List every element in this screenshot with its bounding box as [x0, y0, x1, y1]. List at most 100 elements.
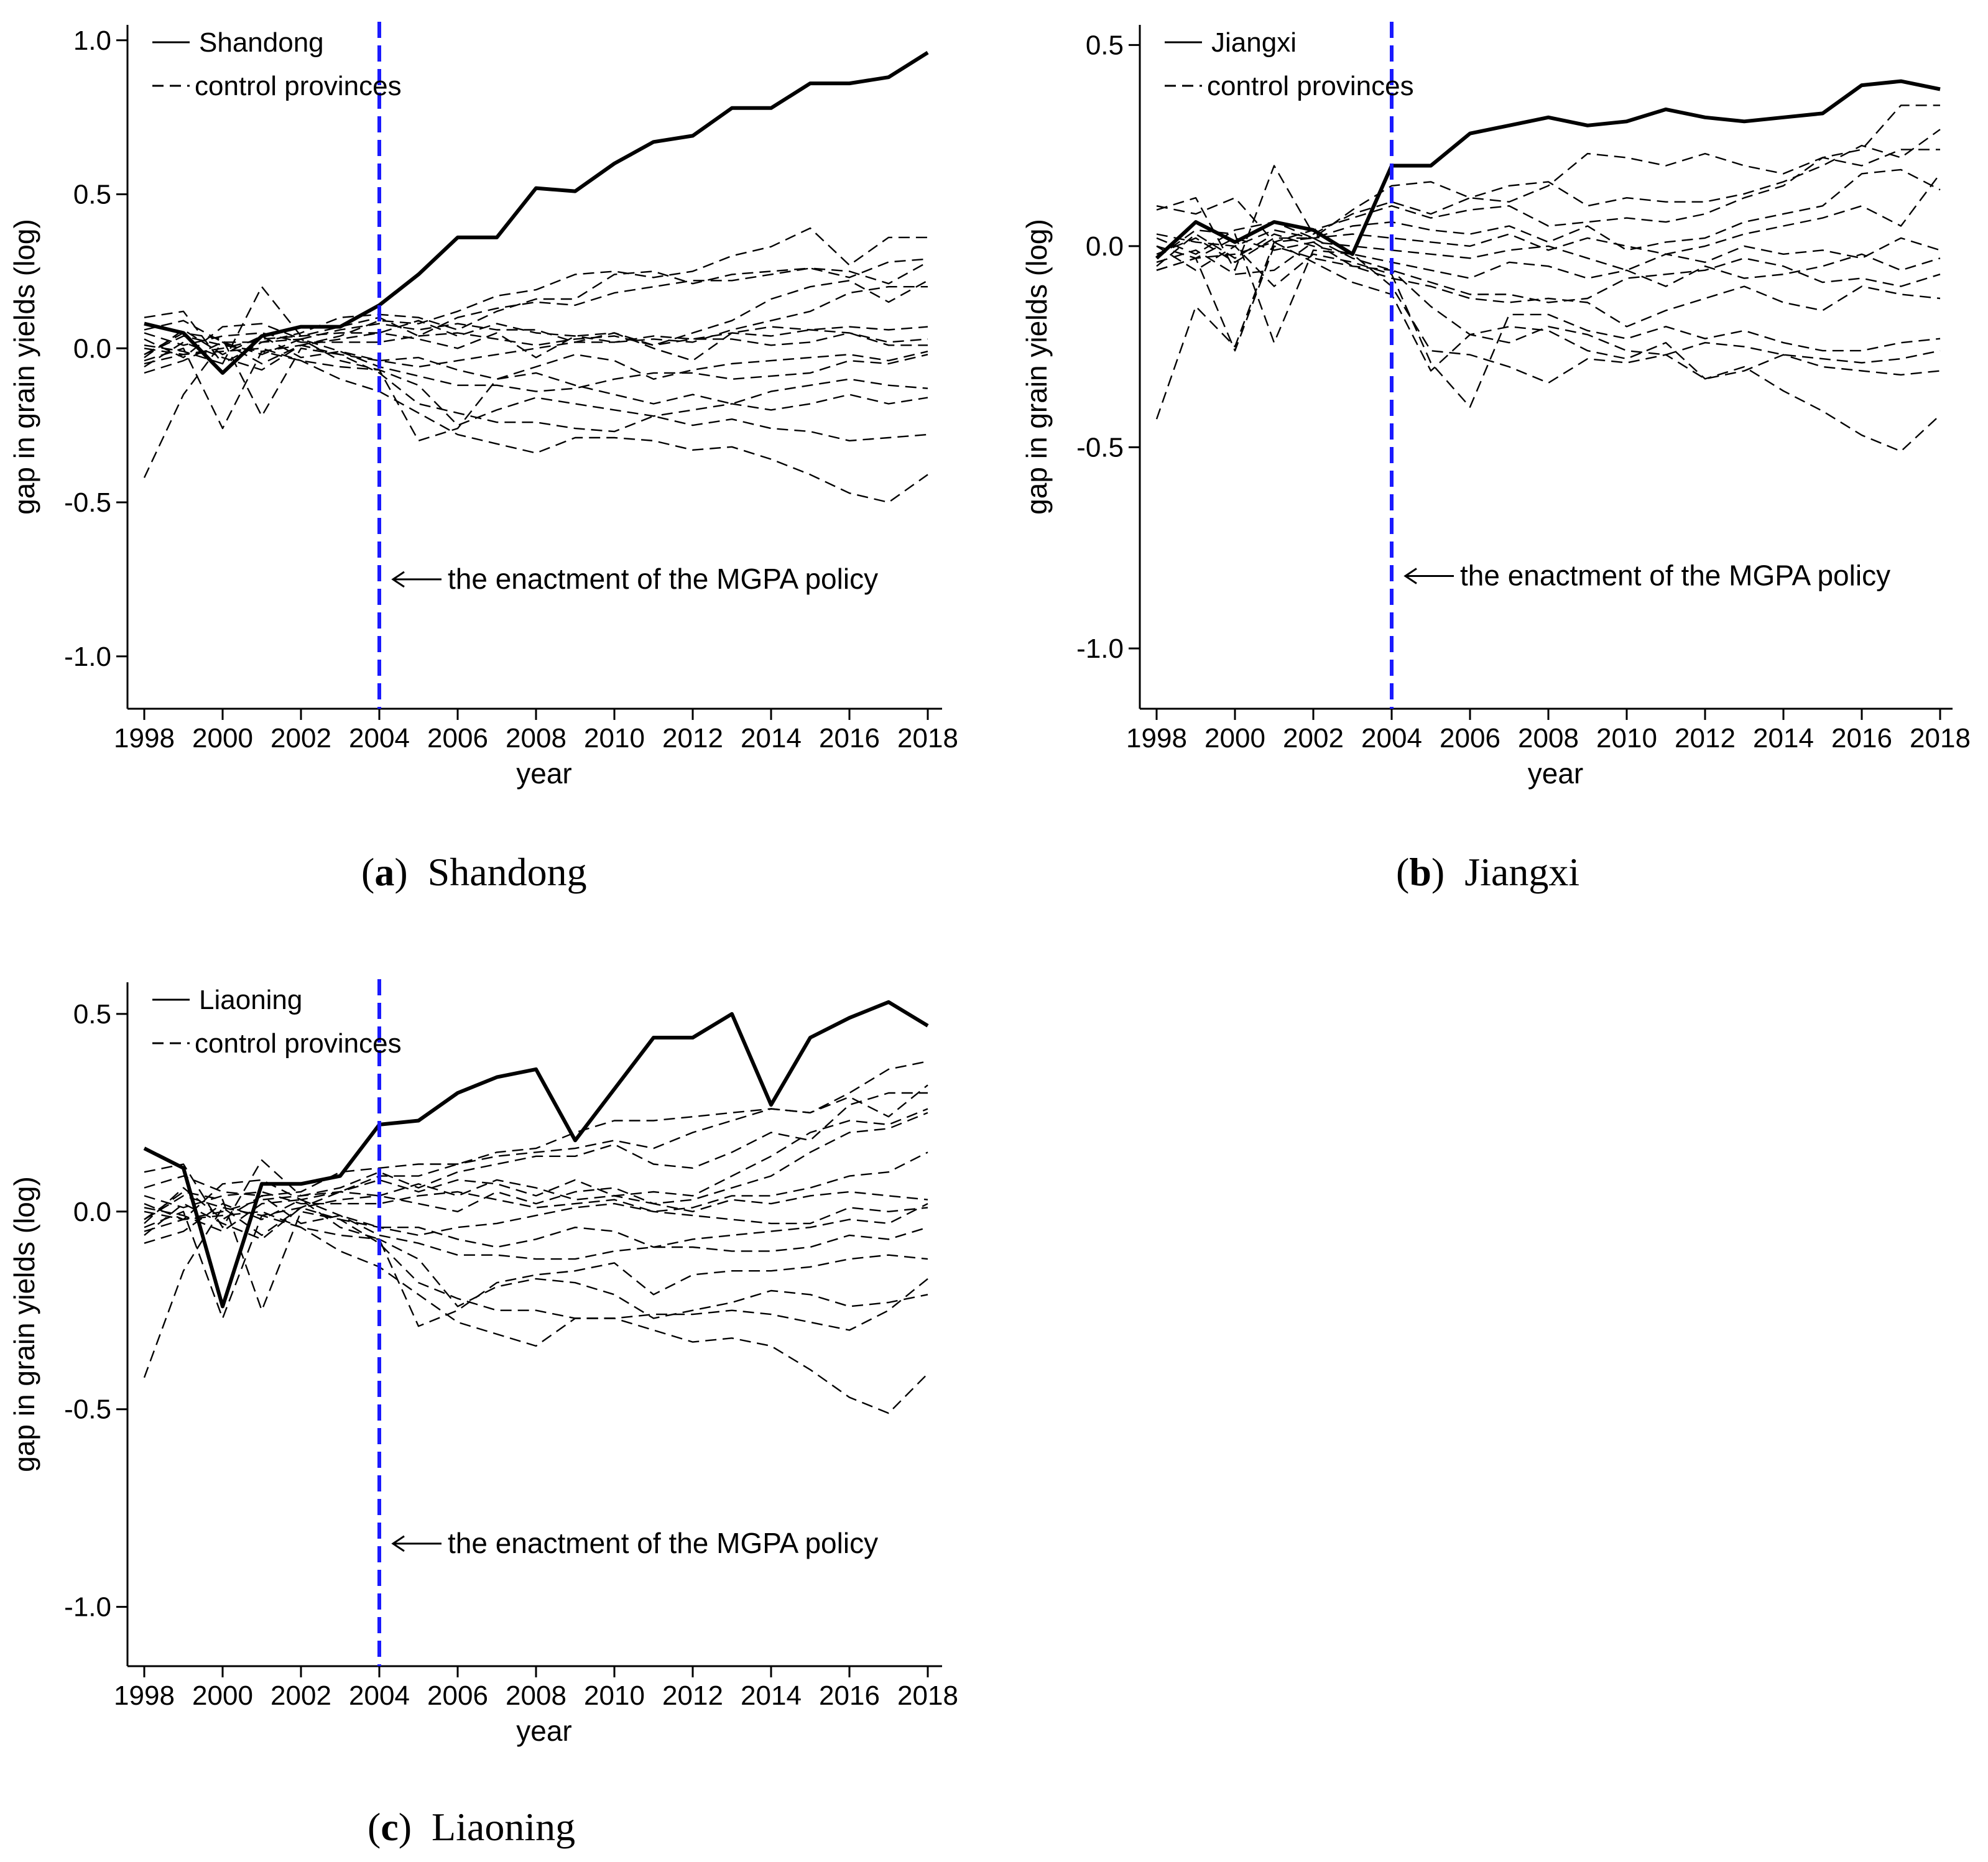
panel-a-series-control-14	[144, 348, 928, 504]
panel-b-annotation-arrow-head	[1403, 568, 1417, 584]
panel-b-x-tick-label: 2004	[1361, 723, 1422, 754]
panel-a: 1.0 0.5 0.0 -0.5 -1.0 1998 2000 2002 2004 2006 200…	[8, 22, 958, 790]
panel-c-x-tick-label: 2006	[427, 1680, 488, 1711]
panel-b-x-tick-label: 2002	[1283, 723, 1344, 754]
panel-a-x-tick-label: 2002	[270, 723, 331, 754]
panel-b-series-control-9	[1156, 241, 1941, 328]
panel-b-y-tick-label: -1.0	[1076, 634, 1124, 664]
panel-c-x-tick-label: 1998	[114, 1680, 175, 1711]
panel-a-y-tick-label: -1.0	[64, 642, 111, 672]
panel-b-y-tick-label: -0.5	[1076, 432, 1124, 463]
panel-a-series-shandong	[144, 51, 929, 375]
panel-a-series-control-13	[144, 332, 928, 442]
panel-a-legend-control-label: control provinces	[195, 71, 402, 101]
panel-c-y-tick-label: -0.5	[64, 1394, 111, 1425]
panel-c-series-control-3	[144, 1092, 928, 1228]
panel-a-x-tick-label: 2018	[897, 723, 958, 754]
panel-c-y-tick-label: 0.0	[73, 1197, 111, 1227]
panel-b-x-tick-label: 2010	[1596, 723, 1657, 754]
caption-a-letter: a	[374, 850, 395, 894]
panel-a-y-tick-label: 1.0	[73, 25, 111, 56]
panel-b-series-control-5	[1156, 173, 1941, 255]
panel-a-series-control-7	[144, 326, 928, 362]
panel-c-x-axis-label: year	[516, 1715, 571, 1747]
panel-b-series-jiangxi	[1155, 79, 1941, 260]
caption-a-name: Shandong	[427, 850, 587, 894]
panel-a-annotation-text: the enactment of the MGPA policy	[448, 563, 878, 595]
panel-c-legend-treated-label: Liaoning	[199, 985, 302, 1015]
panel-b-series-control-11	[1156, 245, 1941, 364]
panel-b-x-tick-label: 2016	[1831, 723, 1892, 754]
panel-a-legend-treated-label: Shandong	[199, 27, 324, 58]
panel-c-y-axis-label: gap in grain yields (log)	[8, 1176, 40, 1472]
panel-a-series-control-2	[144, 258, 928, 343]
panel-b-legend-control-label: control provinces	[1207, 71, 1414, 101]
panel-c-legend-control-label: control provinces	[195, 1028, 402, 1059]
panel-a-x-tick-label: 2006	[427, 723, 488, 754]
panel-c-x-tick-label: 2012	[662, 1680, 723, 1711]
panel-b-series-control-8	[1156, 237, 1941, 303]
panel-b: 0.5 0.0 -0.5 -1.0 1998 2000 2002 2004 2006 2008 20…	[1020, 22, 1971, 790]
panel-c-series-liaoning	[143, 1000, 929, 1309]
panel-a-series-control-11	[144, 338, 928, 442]
caption-b-letter: b	[1409, 850, 1431, 894]
panel-b-series-control-12	[1156, 229, 1941, 384]
panel-c-series-control-14	[144, 1210, 928, 1414]
caption-a: (a) Shandong	[361, 850, 587, 894]
panel-c-y-tick-label: -1.0	[64, 1592, 111, 1623]
panel-c-series-control-7	[144, 1187, 928, 1220]
panel-c-series-control-1	[143, 1061, 928, 1378]
panel-a-x-tick-label: 2012	[662, 723, 723, 754]
panel-c-series-control-8	[144, 1202, 928, 1240]
panel-c-x-tick-label: 2008	[506, 1680, 566, 1711]
panel-a-series-control-10	[144, 338, 928, 392]
panel-c-x-tick-label: 2018	[897, 1680, 958, 1711]
panel-b-y-tick-label: 0.5	[1086, 30, 1124, 60]
panel-c-x-tick-label: 2010	[584, 1680, 645, 1711]
panel-a-x-tick-label: 2010	[584, 723, 645, 754]
panel-c-series-control-11	[144, 1199, 928, 1327]
panel-c-x-tick-label: 2014	[741, 1680, 802, 1711]
panel-a-x-tick-label: 2008	[506, 723, 566, 754]
panel-c-x-tick-label: 2016	[819, 1680, 880, 1711]
panel-c-series-control-6	[144, 1151, 928, 1213]
panel-b-annotation-text: the enactment of the MGPA policy	[1460, 559, 1890, 591]
panel-a-annotation-arrow-head	[391, 571, 405, 588]
panel-c: 0.5 0.0 -0.5 -1.0 1998 2000 2002 2004 2006 2008 20…	[8, 979, 958, 1747]
panel-a-series-control-12	[144, 348, 928, 430]
panel-c-annotation-text: the enactment of the MGPA policy	[448, 1527, 878, 1559]
panel-a-series-control-1	[143, 227, 928, 478]
panel-b-x-tick-label: 1998	[1126, 723, 1187, 754]
panel-a-y-tick-label: 0.5	[73, 180, 111, 210]
panel-a-x-axis-label: year	[516, 757, 571, 790]
panel-c-series-control-9	[144, 1187, 928, 1248]
panel-c-x-tick-label: 2002	[270, 1680, 331, 1711]
panel-b-series-control-3	[1156, 149, 1940, 243]
panel-a-x-tick-label: 2014	[741, 723, 802, 754]
panel-a-x-tick-label: 2016	[819, 723, 880, 754]
caption-b: (b) Jiangxi	[1396, 850, 1580, 894]
panel-b-series-control-2	[1156, 129, 1941, 271]
panel-a-y-axis-label: gap in grain yields (log)	[8, 219, 40, 515]
panel-b-legend-treated-label: Jiangxi	[1211, 27, 1297, 58]
caption-c-letter: c	[381, 1805, 399, 1849]
panel-c-series-control-4	[144, 1108, 928, 1220]
panel-c-series-control-12	[144, 1210, 928, 1319]
panel-c-annotation-arrow-head	[391, 1535, 405, 1552]
panel-b-x-tick-label: 2006	[1440, 723, 1500, 754]
panel-b-x-tick-label: 2018	[1910, 723, 1971, 754]
panel-c-y-tick-label: 0.5	[73, 999, 111, 1030]
panel-a-series-control-5	[144, 286, 928, 356]
panel-b-series-control-13	[1156, 241, 1941, 453]
panel-c-series-control-10	[144, 1199, 928, 1260]
panel-b-y-tick-label: 0.0	[1086, 231, 1124, 262]
caption-c: (c) Liaoning	[368, 1805, 576, 1849]
panel-b-x-tick-label: 2008	[1518, 723, 1579, 754]
panel-b-series-control-7	[1156, 233, 1941, 287]
panel-a-series-control-4	[144, 280, 928, 359]
panel-b-x-tick-label: 2012	[1675, 723, 1736, 754]
panel-b-x-tick-label: 2000	[1204, 723, 1265, 754]
panel-a-series-control-6	[144, 326, 928, 346]
panel-a-y-tick-label: 0.0	[73, 333, 111, 364]
